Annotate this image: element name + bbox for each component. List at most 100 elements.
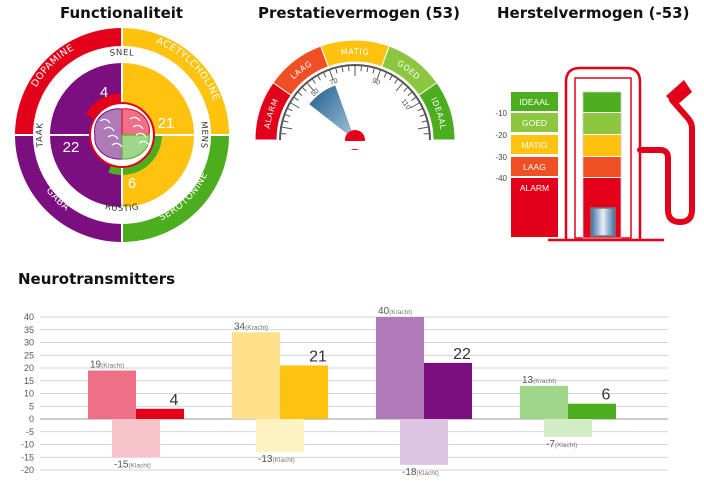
gauge-tick-label: 90 <box>371 78 381 87</box>
score-bar <box>136 408 184 419</box>
herstelvermogen-title: Herstelvermogen (-53) <box>497 4 690 22</box>
segment-value: 22 <box>63 139 80 156</box>
score-value-label: 4 <box>170 392 179 409</box>
neurotransmitters-title: Neurotransmitters <box>18 270 176 288</box>
klacht-unit: (Klacht) <box>555 442 577 449</box>
bar-group: 40(Kracht) -18(Klacht) 22 <box>376 306 472 478</box>
y-tick-label: 20 <box>24 363 34 373</box>
klacht-value: -13 <box>258 454 273 465</box>
gauge-tick <box>403 87 408 92</box>
gauge-tick <box>395 82 403 92</box>
kracht-bar <box>232 332 280 419</box>
klacht-value: -15 <box>114 459 129 470</box>
kracht-value-label: 13(Kracht) <box>522 375 556 386</box>
gauge-tick <box>317 75 321 81</box>
herstel-tick-label: -40 <box>495 174 507 183</box>
herstel-zone-label: MATIG <box>521 140 547 150</box>
kracht-bar <box>520 385 568 419</box>
neurotransmitters-chart: 4035302520151050-5-10-15-2019(Kracht)-15… <box>21 306 668 478</box>
brain-fold <box>132 124 144 130</box>
klacht-bar <box>400 419 448 465</box>
inner-ring-label: RUSTIG <box>104 202 140 214</box>
herstel-tube-segment <box>583 113 621 134</box>
herstel-tube-outline <box>582 91 622 239</box>
kracht-unit: (Kracht) <box>533 378 556 385</box>
score-bar <box>424 362 472 419</box>
klacht-bar <box>544 419 592 437</box>
kracht-value: 13 <box>522 375 534 386</box>
y-tick-label: 25 <box>24 350 34 360</box>
herstel-zone-block <box>511 178 558 237</box>
kracht-value-label: 19(Kracht) <box>90 360 124 371</box>
outer-ring-segment <box>12 134 123 245</box>
brain-icon <box>89 102 155 168</box>
brain-fold <box>138 140 150 146</box>
gauge-tick <box>294 97 299 101</box>
functionaliteit-chart: DOPAMINEACETYLCHOLINESEROTONINEGABASNELM… <box>12 25 232 245</box>
brain-fold <box>107 134 119 140</box>
gauge-tick <box>411 97 416 101</box>
y-tick-label: -15 <box>21 452 34 462</box>
herstel-zone-label: LAAG <box>523 162 546 172</box>
pump-body <box>564 66 642 240</box>
score-bar <box>568 403 616 419</box>
gauge-tick <box>372 68 375 74</box>
functionaliteit-title: Functionaliteit <box>60 4 184 22</box>
gauge-tick <box>417 108 423 112</box>
herstel-zone-label: GOED <box>522 118 547 128</box>
kracht-unit: (Kracht) <box>389 309 412 316</box>
kracht-value-label: 40(Kracht) <box>378 306 412 317</box>
brain-fold <box>99 118 111 124</box>
kracht-bar <box>88 370 136 419</box>
score-bar <box>280 365 328 419</box>
herstel-zone-block <box>511 157 558 176</box>
klacht-unit: (Klacht) <box>272 457 294 464</box>
herstel-zone-label: IDEAAL <box>519 97 550 107</box>
herstel-tick-label: -20 <box>495 131 507 140</box>
gauge-tick <box>302 87 307 92</box>
klacht-value-label: -7(Klacht) <box>546 439 577 450</box>
klacht-value: -7 <box>546 439 555 450</box>
kracht-bar <box>376 317 424 419</box>
brain-left-lobe <box>94 108 123 160</box>
gauge-tick <box>283 120 289 123</box>
gauge-tick <box>383 72 387 78</box>
gauge-tick <box>419 114 425 117</box>
klacht-value-label: -18(Klacht) <box>402 467 439 478</box>
gauge-tick <box>312 79 316 84</box>
inner-ring-label: MENS <box>198 121 209 149</box>
gauge-needle <box>309 85 355 140</box>
y-tick-label: 5 <box>29 401 34 411</box>
gauge-tick-label: 70 <box>329 78 339 87</box>
pump-nozzle <box>666 80 692 106</box>
klacht-value-label: -15(Klacht) <box>114 459 151 470</box>
herstel-tick-label: -30 <box>495 153 507 162</box>
klacht-bar <box>112 419 160 458</box>
kracht-value: 34 <box>234 321 246 332</box>
gauge-tick <box>307 82 315 92</box>
score-value-label: 6 <box>602 387 611 404</box>
gauge-tick <box>285 114 291 117</box>
gauge-tick <box>297 92 303 97</box>
herstel-zone-label: ALARM <box>520 183 549 193</box>
gauge-tick-label: 50 <box>310 88 321 98</box>
brain-fold <box>103 126 115 132</box>
y-tick-label: 35 <box>24 325 34 335</box>
score-value-label: 22 <box>453 346 471 363</box>
gauge-tick <box>366 67 369 73</box>
klacht-unit: (Klacht) <box>416 470 438 477</box>
brain-fold <box>135 132 147 138</box>
y-tick-label: -10 <box>21 440 34 450</box>
inner-ring-label: TAAK <box>35 122 46 149</box>
prestatievermogen-title: Prestatievermogen (53) <box>258 4 460 22</box>
inner-ring-label: SNEL <box>109 48 134 59</box>
bar-group: 13(Kracht) -7(Klacht) 6 <box>520 375 616 450</box>
segment-value: 4 <box>100 84 108 101</box>
gauge-cutoff <box>255 141 455 149</box>
y-tick-label: -5 <box>26 427 34 437</box>
herstel-tube-segment <box>583 157 621 177</box>
gauge-tick <box>282 126 293 130</box>
kracht-value-label: 34(Kracht) <box>234 321 268 332</box>
